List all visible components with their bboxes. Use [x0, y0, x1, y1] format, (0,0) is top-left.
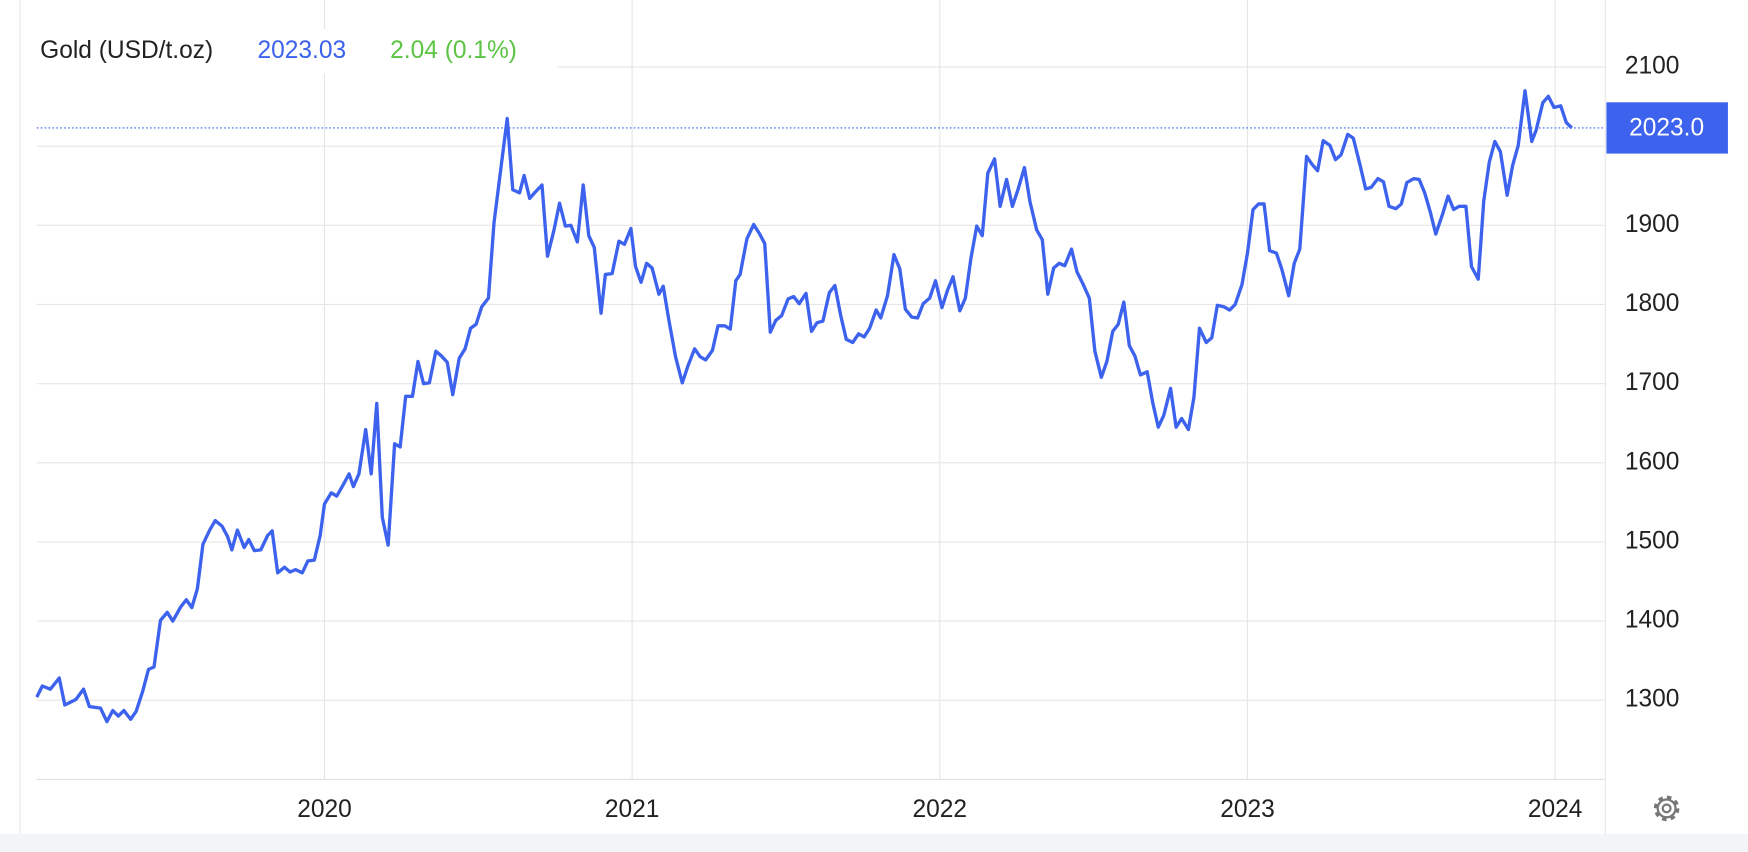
price-line	[35, 89, 1573, 724]
y-tick-label: 1900	[1625, 211, 1680, 238]
y-tick-label: 2100	[1625, 53, 1680, 80]
y-tick-label: 1300	[1625, 686, 1680, 713]
x-tick-label: 2023	[1220, 796, 1275, 823]
y-tick-label: 1400	[1625, 607, 1680, 634]
settings-icon[interactable]	[1653, 795, 1680, 822]
y-tick-label: 1500	[1625, 527, 1680, 554]
price-tag	[1606, 102, 1728, 154]
header-bg	[28, 29, 558, 74]
y-tick-label: 1700	[1625, 369, 1680, 396]
plot	[35, 89, 1606, 724]
x-tick-label: 2024	[1528, 796, 1583, 823]
last-price: 2023.03	[258, 37, 347, 64]
footer-strip	[0, 834, 1748, 852]
y-tick-label: 1800	[1625, 290, 1680, 317]
y-tick-label: 1600	[1625, 448, 1680, 475]
x-tick-label: 2021	[605, 796, 660, 823]
price-change: 2.04 (0.1%)	[390, 37, 517, 64]
chart-title: Gold (USD/t.oz)	[40, 37, 213, 64]
grid	[36, 0, 1606, 780]
x-tick-label: 2022	[913, 796, 968, 823]
price-tag-label: 2023.0	[1629, 115, 1704, 142]
x-tick-label: 2020	[297, 796, 352, 823]
